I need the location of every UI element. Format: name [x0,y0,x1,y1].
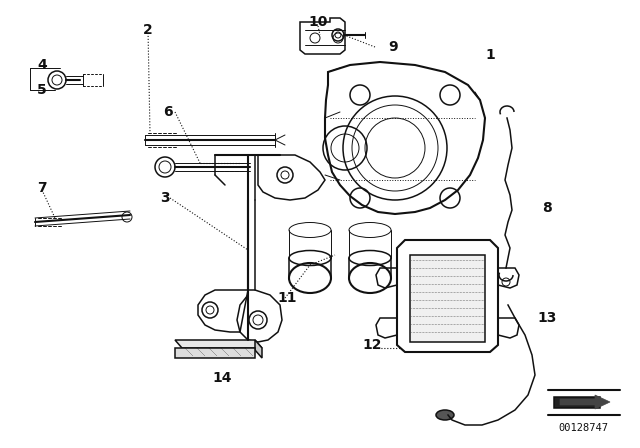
Text: 4: 4 [37,58,47,72]
Polygon shape [175,340,262,348]
Text: 9: 9 [388,40,398,54]
Polygon shape [175,348,255,358]
Text: 5: 5 [37,83,47,97]
Text: 1: 1 [485,48,495,62]
Text: 7: 7 [37,181,47,195]
Text: 00128747: 00128747 [558,423,608,433]
Text: 3: 3 [160,191,170,205]
Polygon shape [554,397,600,408]
Polygon shape [560,395,610,409]
Text: 11: 11 [277,291,297,305]
Text: 10: 10 [308,15,328,29]
Text: 14: 14 [212,371,232,385]
Polygon shape [410,255,485,342]
Text: 13: 13 [538,311,557,325]
Polygon shape [255,340,262,358]
Text: 6: 6 [163,105,173,119]
Ellipse shape [436,410,454,420]
Text: 8: 8 [542,201,552,215]
Text: 12: 12 [362,338,381,352]
Text: 2: 2 [143,23,153,37]
